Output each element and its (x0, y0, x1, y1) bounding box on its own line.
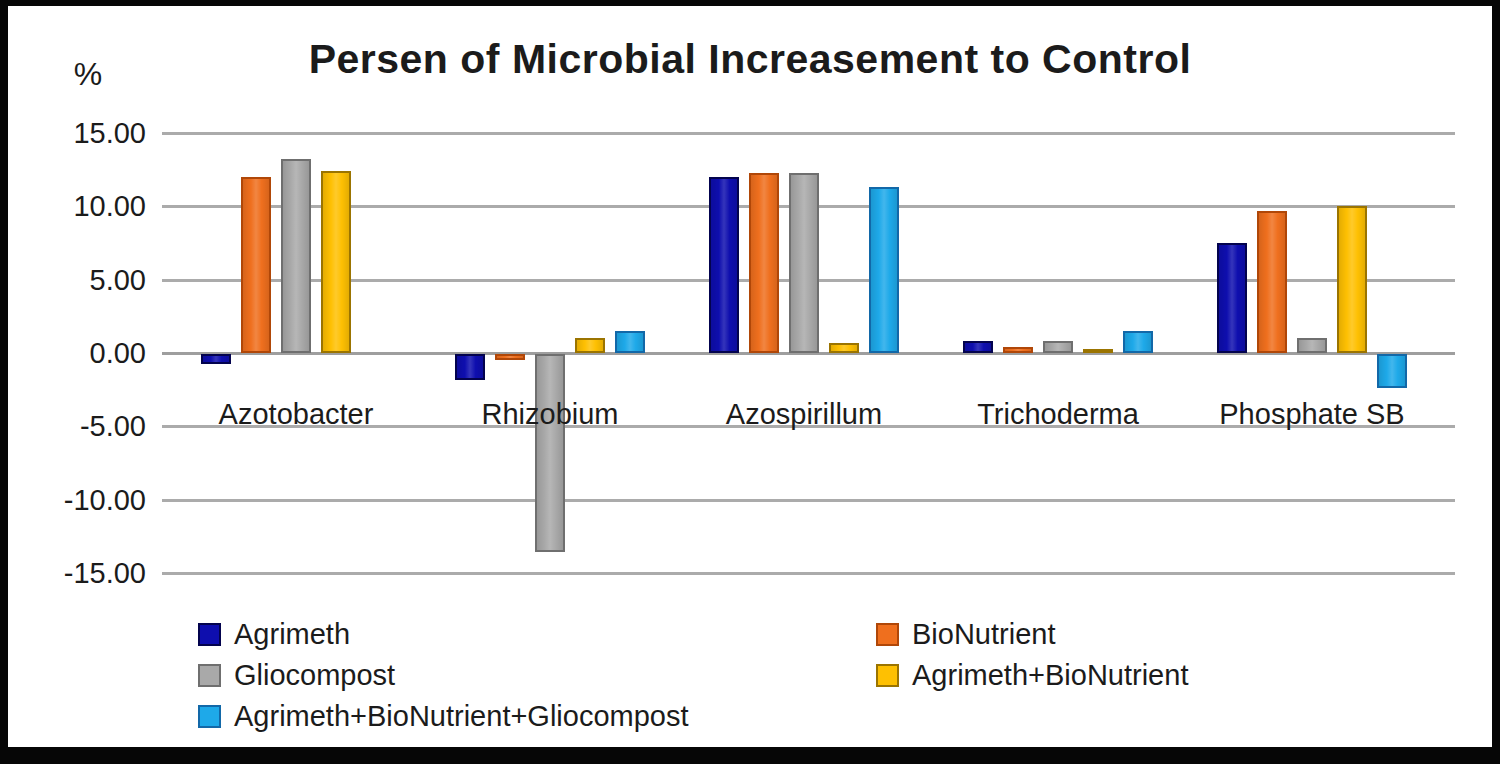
legend-label: Gliocompost (234, 659, 395, 692)
y-tick-label: 5.00 (28, 262, 146, 298)
bar (1257, 211, 1287, 353)
y-tick-label: -5.00 (28, 408, 146, 444)
chart-figure: Persen of Microbial Increasement to Cont… (0, 0, 1500, 764)
bar-sheen (711, 179, 737, 351)
bar (749, 173, 779, 353)
legend-swatch (876, 623, 899, 646)
bar-sheen (323, 173, 349, 351)
legend-label: Agrimeth+BioNutrient+Gliocompost (234, 700, 689, 733)
chart-title: Persen of Microbial Increasement to Cont… (0, 36, 1500, 83)
bar-sheen (871, 189, 897, 351)
bar-sheen (1045, 343, 1071, 351)
y-tick-label: -10.00 (28, 482, 146, 518)
y-gridline (162, 499, 1455, 502)
bar-sheen (751, 175, 777, 351)
bar-sheen (831, 345, 857, 351)
bar-sheen (1005, 349, 1031, 351)
bar (1123, 331, 1153, 353)
y-tick-label: 10.00 (28, 188, 146, 224)
legend-label: Agrimeth+BioNutrient (912, 659, 1188, 692)
legend-item: BioNutrient (876, 618, 1055, 651)
bar-sheen (617, 333, 643, 351)
bar (1337, 206, 1367, 353)
y-axis-unit-label: % (58, 56, 118, 93)
bar (575, 338, 605, 353)
bar (241, 177, 271, 353)
bar-sheen (965, 343, 991, 351)
category-label: Phosphate SB (1182, 398, 1442, 431)
bar-sheen (1259, 213, 1285, 351)
bar (535, 354, 565, 552)
bar (709, 177, 739, 353)
legend-item: Agrimeth (198, 618, 350, 651)
bar (1297, 338, 1327, 353)
bar-sheen (1379, 356, 1405, 386)
bar (1377, 354, 1407, 388)
y-tick-label: -15.00 (28, 555, 146, 591)
bar-sheen (577, 340, 603, 351)
legend-swatch (198, 664, 221, 687)
y-gridline (162, 572, 1455, 575)
legend-label: BioNutrient (912, 618, 1055, 651)
category-label: Rhizobium (420, 398, 680, 431)
y-gridline (162, 132, 1455, 135)
category-label: Azotobacter (166, 398, 426, 431)
bar (789, 173, 819, 353)
legend-item: Agrimeth+BioNutrient+Gliocompost (198, 700, 689, 733)
bar-sheen (243, 179, 269, 351)
bar-sheen (1299, 340, 1325, 351)
bar (455, 354, 485, 380)
bar-sheen (537, 356, 563, 550)
bar (1003, 347, 1033, 353)
legend-item: Agrimeth+BioNutrient (876, 659, 1188, 692)
bar (1083, 349, 1113, 353)
bar (869, 187, 899, 353)
bar-sheen (203, 356, 229, 362)
y-tick-label: 0.00 (28, 335, 146, 371)
legend-item: Gliocompost (198, 659, 395, 692)
bar-sheen (1125, 333, 1151, 351)
bar (281, 159, 311, 353)
bar-sheen (457, 356, 483, 378)
legend-swatch (198, 623, 221, 646)
bar (963, 341, 993, 353)
bar-sheen (791, 175, 817, 351)
bar (1043, 341, 1073, 353)
bar-sheen (1219, 245, 1245, 351)
bar (829, 343, 859, 353)
legend-swatch (198, 705, 221, 728)
bar (615, 331, 645, 353)
bar-sheen (497, 356, 523, 358)
legend-swatch (876, 664, 899, 687)
bar (321, 171, 351, 353)
bar (495, 354, 525, 360)
category-label: Azospirillum (674, 398, 934, 431)
bar (201, 354, 231, 364)
category-label: Trichoderma (928, 398, 1188, 431)
bar-sheen (283, 161, 309, 351)
bar (1217, 243, 1247, 353)
legend-label: Agrimeth (234, 618, 350, 651)
y-tick-label: 15.00 (28, 115, 146, 151)
bar-sheen (1339, 208, 1365, 351)
